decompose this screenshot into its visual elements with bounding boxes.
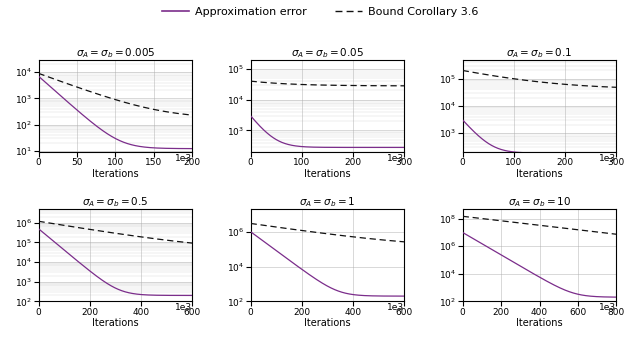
Text: 1e3: 1e3 [175,303,192,312]
Text: 1e3: 1e3 [175,154,192,163]
X-axis label: Iterations: Iterations [516,168,563,179]
X-axis label: Iterations: Iterations [304,318,351,328]
Text: 1e3: 1e3 [387,154,404,163]
X-axis label: Iterations: Iterations [304,168,351,179]
Title: $\sigma_A = \sigma_b = 10$: $\sigma_A = \sigma_b = 10$ [508,195,571,209]
Title: $\sigma_A = \sigma_b = 0.1$: $\sigma_A = \sigma_b = 0.1$ [506,46,573,60]
Text: 1e3: 1e3 [599,154,616,163]
X-axis label: Iterations: Iterations [92,318,139,328]
Text: 1e3: 1e3 [599,303,616,312]
X-axis label: Iterations: Iterations [92,168,139,179]
Title: $\sigma_A = \sigma_b = 0.005$: $\sigma_A = \sigma_b = 0.005$ [76,46,155,60]
Title: $\sigma_A = \sigma_b = 0.5$: $\sigma_A = \sigma_b = 0.5$ [82,195,148,209]
Text: 1e3: 1e3 [387,303,404,312]
Title: $\sigma_A = \sigma_b = 1$: $\sigma_A = \sigma_b = 1$ [300,195,356,209]
Legend: Approximation error, Bound Corollary 3.6: Approximation error, Bound Corollary 3.6 [157,2,483,21]
Title: $\sigma_A = \sigma_b = 0.05$: $\sigma_A = \sigma_b = 0.05$ [291,46,364,60]
X-axis label: Iterations: Iterations [516,318,563,328]
